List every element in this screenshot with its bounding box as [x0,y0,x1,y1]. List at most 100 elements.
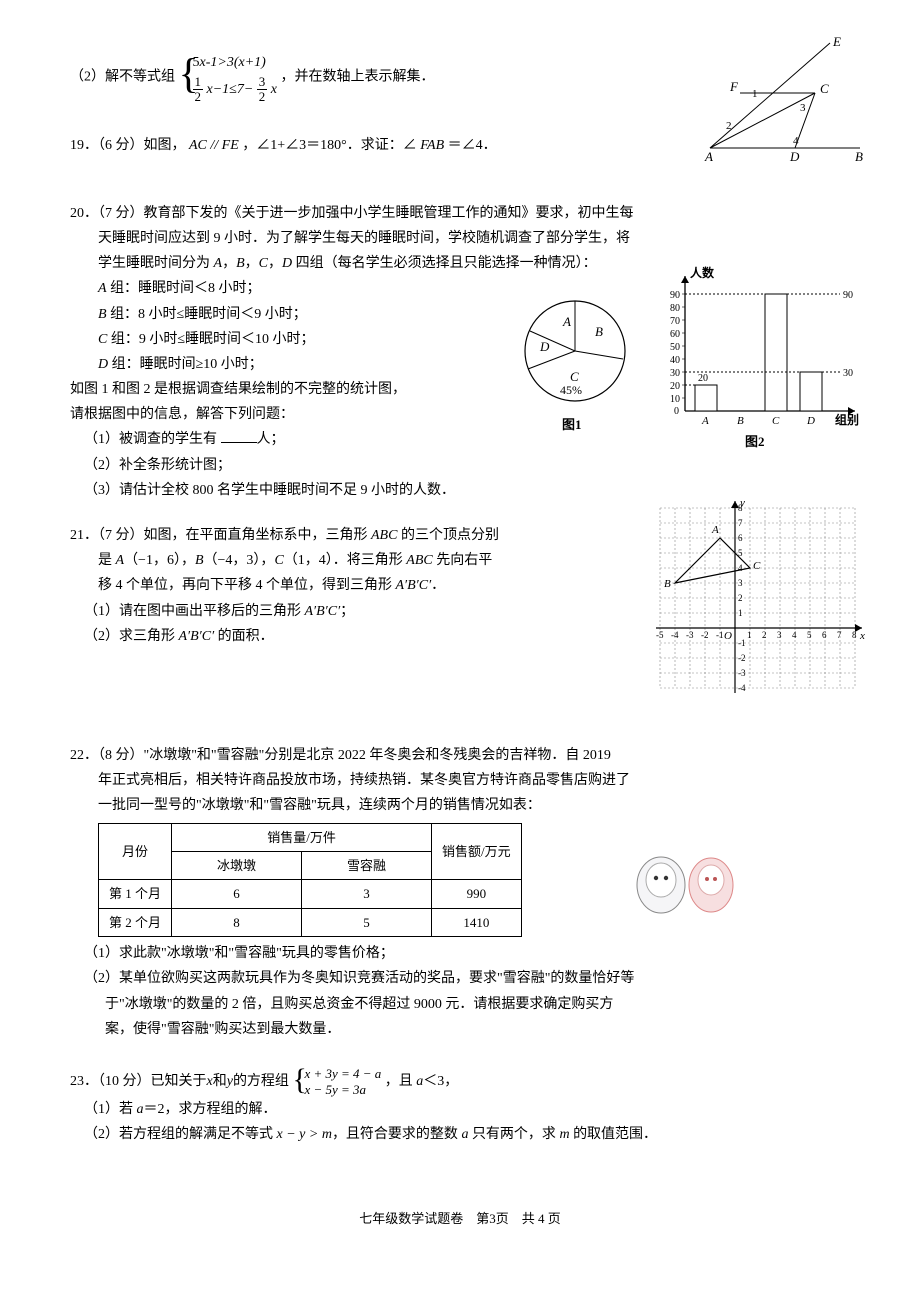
p20-l0: 20．（7 分）教育部下发的《关于进一步加强中小学生睡眠管理工作的通知》要求，初… [70,201,850,226]
problem-22: 22．（8 分）"冰墩墩"和"雪容融"分别是北京 2022 年冬奥会和冬残奥会的… [70,743,850,1042]
svg-text:C: C [570,369,579,384]
svg-text:3: 3 [777,630,782,640]
blank-fill [221,429,257,443]
p22-l0: 22．（8 分）"冰墩墩"和"雪容融"分别是北京 2022 年冬奥会和冬残奥会的… [70,743,850,768]
svg-text:-5: -5 [656,630,664,640]
p22-q2b: 于"冰墩墩"的数量的 2 倍，且购买总资金不得超过 9000 元．请根据要求确定… [70,992,850,1017]
p19-figure: E F C A D B 1 2 3 4 [700,33,870,172]
svg-text:3: 3 [800,102,806,114]
svg-text:-4: -4 [738,683,746,693]
svg-text:60: 60 [670,329,680,340]
svg-text:90: 90 [843,290,853,301]
p22-q2a: （2）某单位欲购买这两款玩具作为冬奥知识竞赛活动的奖品，要求"雪容融"的数量恰好… [70,966,850,991]
svg-text:O: O [724,630,732,642]
p21-l0: 21．（7 分）如图，在平面直角坐标系中，三角形 ABC 的三个顶点分别 [70,523,610,548]
svg-text:F: F [729,79,739,94]
svg-text:A: A [701,415,709,427]
svg-text:1: 1 [747,630,752,640]
svg-text:C: C [753,560,761,572]
left-brace: { [179,38,199,114]
th-rev: 销售额/万元 [432,823,522,880]
inequality-system: { 5x-1>3(x+1) 12 x−1≤7− 32 x [179,50,278,105]
svg-text:-4: -4 [671,630,679,640]
p22-l1: 年正式亮相后，相关特许商品投放市场，持续热销．某冬奥官方特许商品零售店购进了 [70,768,850,793]
svg-text:组别: 组别 [835,412,859,427]
svg-text:20: 20 [670,381,680,392]
svg-text:B: B [737,415,744,427]
p20-pie-svg: A B C D 45% 图1 [500,281,650,441]
p18-2-prefix: （2）解不等式组 [70,70,175,85]
svg-text:A: A [704,149,713,163]
p19-text-c: ＝∠4． [448,138,497,153]
svg-text:B: B [595,324,603,339]
p21-l2: 移 4 个单位，再向下平移 4 个单位，得到三角形 A′B′C′． [70,573,610,598]
svg-text:4: 4 [793,135,799,147]
svg-text:8: 8 [738,503,743,513]
p18-2-suffix: ，并在数轴上表示解集． [281,70,435,85]
svg-text:70: 70 [670,316,680,327]
svg-text:1: 1 [738,608,743,618]
svg-text:人数: 人数 [690,265,715,280]
svg-text:1: 1 [752,88,758,100]
p23-q2: （2）若方程组的解满足不等式 x − y > m，且符合要求的整数 a 只有两个… [70,1122,850,1147]
svg-text:30: 30 [843,368,853,379]
svg-text:8: 8 [852,630,857,640]
svg-text:图1: 图1 [562,417,582,432]
svg-text:B: B [855,149,863,163]
svg-text:4: 4 [738,563,743,573]
problem-23: 23．（10 分）已知关于x和y的方程组 { x + 3y = 4 − a x … [70,1066,850,1148]
svg-text:D: D [806,415,815,427]
p20-bar-svg: 人数 0 10 20 30 40 50 60 70 80 90 [650,261,870,451]
th-sales: 销售量/万件 [172,823,432,851]
svg-text:20: 20 [698,373,708,384]
svg-text:50: 50 [670,342,680,353]
p21-grid-svg: A B C O x y -5-4-3 -2-1 123 456 78 123 4… [650,493,870,703]
p23-q1: （1）若 a＝2，求方程组的解． [70,1097,850,1122]
svg-text:A: A [562,314,571,329]
svg-text:D: D [789,149,800,163]
svg-text:B: B [664,578,671,590]
svg-text:6: 6 [822,630,827,640]
mascot-placeholder-icon [626,840,746,920]
svg-text:30: 30 [670,368,680,379]
svg-text:-1: -1 [738,638,746,648]
problem-21: A B C O x y -5-4-3 -2-1 123 456 78 123 4… [70,523,850,703]
svg-text:图2: 图2 [745,434,765,449]
th-bdd: 冰墩墩 [172,851,302,879]
svg-text:45%: 45% [560,383,582,397]
svg-text:-3: -3 [738,668,746,678]
svg-text:4: 4 [792,630,797,640]
svg-text:x: x [859,630,865,642]
svg-text:0: 0 [674,406,679,417]
svg-text:D: D [539,339,550,354]
ineq-row-1: 5x-1>3(x+1) [193,50,278,75]
svg-text:90: 90 [670,290,680,301]
p19-text-b: ，∠1+∠3＝180°．求证：∠ [242,138,417,153]
svg-text:5: 5 [738,548,743,558]
p22-table: 月份 销售量/万件 销售额/万元 冰墩墩 雪容融 第 1 个月 6 3 990 … [98,823,522,938]
p23-system: { x + 3y = 4 − a x − 5y = 3a [292,1066,381,1097]
svg-text:-2: -2 [738,653,746,663]
svg-text:-3: -3 [686,630,694,640]
svg-text:2: 2 [726,120,732,132]
svg-text:80: 80 [670,303,680,314]
left-brace-2: { [292,1052,306,1106]
p21-l1: 是 A（−1，6），B（−4，3），C（1，4）．将三角形 ABC 先向右平 [70,548,610,573]
svg-text:7: 7 [837,630,842,640]
p21-grid-figure: A B C O x y -5-4-3 -2-1 123 456 78 123 4… [650,493,870,712]
page-footer: 七年级数学试题卷 第3页 共 4 页 [70,1207,850,1230]
svg-text:C: C [772,415,780,427]
p22-q1: （1）求此款"冰墩墩"和"雪容融"玩具的零售价格； [70,941,850,966]
svg-text:E: E [832,34,841,49]
svg-text:3: 3 [738,578,743,588]
p19-math1: AC // FE [189,138,239,153]
svg-text:10: 10 [670,394,680,405]
svg-text:6: 6 [738,533,743,543]
svg-text:-1: -1 [716,630,724,640]
th-month: 月份 [99,823,172,880]
svg-text:A: A [711,524,719,536]
th-xrr: 雪容融 [302,851,432,879]
p20-l1: 天睡眠时间应达到 9 小时．为了解学生每天的睡眠时间，学校随机调查了部分学生，将 [70,226,850,251]
svg-text:2: 2 [738,593,743,603]
mascot-images [522,819,850,942]
